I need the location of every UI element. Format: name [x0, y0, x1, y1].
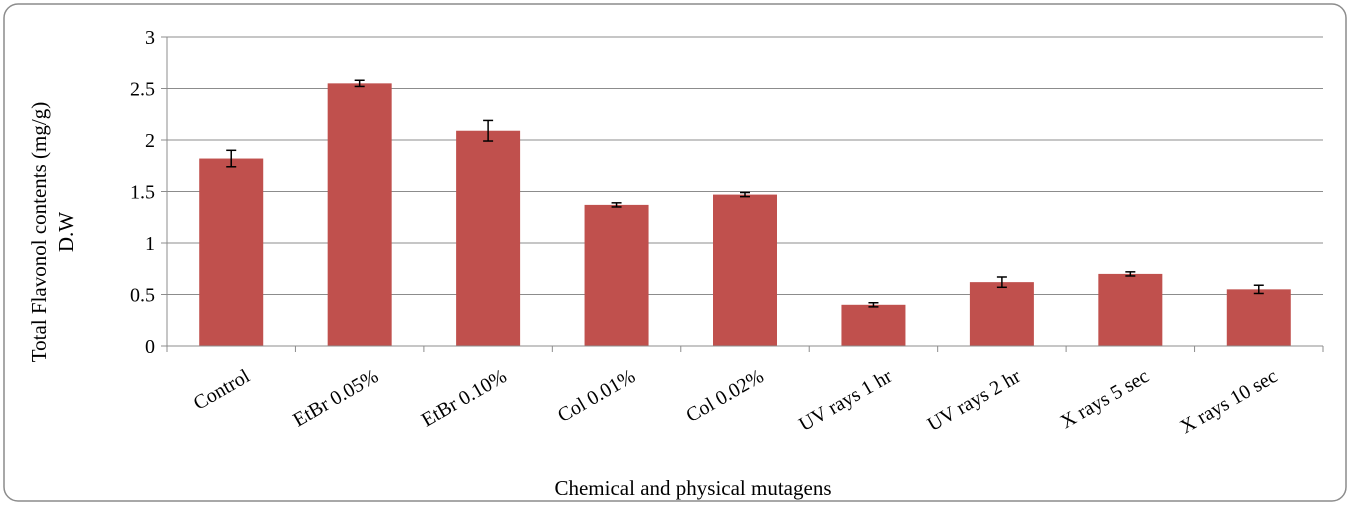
bar	[713, 194, 777, 346]
y-tick-label: 1	[145, 233, 155, 255]
bar	[584, 204, 649, 346]
bar	[199, 158, 264, 346]
bars	[199, 83, 1291, 346]
y-tick-label: 2.5	[130, 79, 155, 101]
bar	[327, 83, 392, 346]
x-axis-title: Chemical and physical mutagens	[554, 476, 831, 500]
y-tick-label: 0	[145, 336, 155, 358]
bar	[1226, 289, 1291, 346]
bar	[1098, 273, 1163, 346]
y-tick-label: 1.5	[130, 182, 155, 204]
bar	[969, 282, 1034, 346]
y-tick-label: 3	[145, 27, 155, 49]
y-tick-label: 2	[145, 130, 155, 152]
y-axis-title-line-1: Total Flavonol contents (mg/g)	[27, 102, 51, 362]
y-axis-title-line-2: D.W	[54, 212, 78, 252]
bar	[456, 130, 521, 346]
x-axis	[166, 37, 1324, 352]
bar	[841, 304, 906, 346]
error-bars	[226, 79, 1264, 308]
y-axis-ticks: 0 0.5 1 1.5 2 2.5 3	[130, 27, 167, 358]
y-tick-label: 0.5	[130, 285, 155, 307]
